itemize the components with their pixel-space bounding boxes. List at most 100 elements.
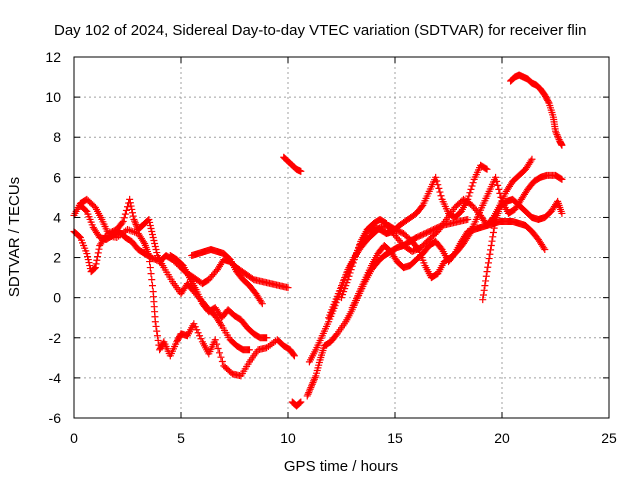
data-point	[122, 206, 130, 214]
data-point	[151, 240, 159, 248]
data-point	[129, 212, 137, 220]
data-point	[487, 246, 495, 254]
data-point	[152, 246, 160, 254]
data-point	[147, 224, 155, 232]
data-point	[153, 327, 161, 335]
data-point	[308, 382, 316, 390]
data-point	[131, 219, 139, 227]
data-point	[541, 246, 549, 254]
data-point	[211, 336, 219, 344]
data-point	[434, 181, 442, 189]
y-tick-label: -4	[49, 370, 62, 386]
data-point	[489, 228, 497, 236]
data-point	[120, 214, 128, 222]
data-point	[354, 247, 362, 255]
data-point	[490, 224, 498, 232]
x-tick-label: 15	[387, 430, 403, 446]
plot-frame	[73, 56, 610, 419]
axis-ticks: 0 5 10 15 20 25 -6 -4 -2 0 2 4 6 8 10 12	[45, 49, 617, 446]
series-track-a	[70, 225, 298, 380]
series-track-g	[288, 398, 305, 410]
data-point	[437, 192, 445, 200]
series-track-d	[166, 252, 271, 342]
data-point	[296, 399, 304, 407]
data-point	[85, 259, 93, 267]
data-point	[152, 322, 160, 330]
data-point	[83, 250, 91, 258]
series-track-e	[188, 246, 266, 308]
data-point	[140, 238, 148, 246]
data-point	[213, 340, 221, 348]
y-tick-label: 8	[53, 129, 61, 145]
data-point	[436, 188, 444, 196]
data-point	[216, 349, 224, 357]
y-tick-label: 4	[53, 209, 61, 225]
data-point	[258, 300, 266, 308]
data-point	[257, 298, 265, 306]
series-track-k	[338, 155, 536, 302]
data-point	[297, 398, 305, 406]
data-point	[544, 98, 552, 106]
data-point	[307, 384, 315, 392]
data-point	[147, 270, 155, 278]
data-point	[193, 326, 201, 334]
data-point	[214, 344, 222, 352]
data-point	[553, 131, 561, 139]
data-point	[348, 262, 356, 270]
data-point	[86, 262, 94, 270]
data-point	[558, 141, 566, 149]
data-point	[341, 285, 349, 293]
data-point	[146, 218, 154, 226]
data-point	[343, 279, 351, 287]
data-point	[130, 215, 138, 223]
data-point	[91, 264, 99, 272]
data-point	[190, 320, 198, 328]
data-point	[493, 177, 501, 185]
data-point	[356, 241, 364, 249]
data-point	[218, 358, 226, 366]
data-point	[196, 332, 204, 340]
data-point	[91, 264, 99, 272]
data-point	[128, 209, 136, 217]
data-points	[70, 71, 566, 410]
data-point	[153, 249, 161, 257]
data-point	[197, 335, 205, 343]
data-point	[485, 255, 493, 263]
data-point	[90, 265, 98, 273]
data-point	[131, 217, 139, 225]
data-point	[465, 192, 473, 200]
data-point	[94, 253, 102, 261]
data-point	[194, 329, 202, 337]
data-point	[340, 288, 348, 296]
data-point	[305, 387, 313, 395]
data-point	[151, 318, 159, 326]
data-point	[128, 205, 136, 213]
y-tick-label: -6	[49, 410, 62, 426]
data-point	[480, 286, 488, 294]
data-point	[557, 175, 565, 183]
data-point	[350, 256, 358, 264]
data-point	[466, 189, 474, 197]
y-axis-label: SDTVAR / TECUs	[6, 177, 23, 297]
data-point	[84, 253, 92, 261]
y-tick-label: 2	[53, 250, 61, 266]
data-point	[486, 250, 494, 258]
data-point	[148, 227, 156, 235]
data-point	[433, 177, 441, 185]
data-point	[495, 185, 503, 193]
data-point	[467, 185, 475, 193]
data-point	[540, 244, 548, 252]
data-point	[124, 203, 131, 211]
data-point	[481, 282, 489, 290]
x-tick-label: 25	[601, 430, 617, 446]
data-point	[484, 263, 492, 271]
data-point	[344, 276, 352, 284]
y-tick-label: 0	[53, 290, 61, 306]
data-point	[468, 182, 476, 190]
data-point	[93, 256, 101, 264]
data-point	[347, 266, 355, 274]
data-point	[310, 377, 318, 385]
data-point	[554, 132, 562, 140]
data-point	[148, 276, 156, 284]
series-track-l	[348, 217, 549, 312]
